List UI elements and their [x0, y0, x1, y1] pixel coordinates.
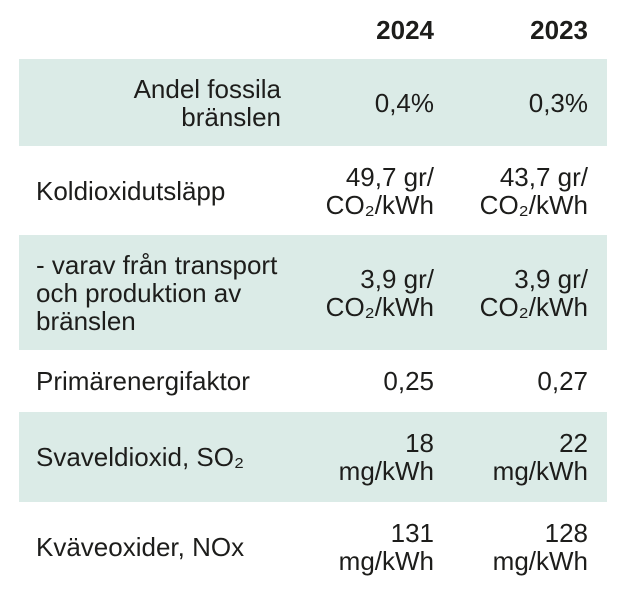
value-2024: 0,4% — [374, 87, 434, 118]
value-2023: 128 mg/kWh — [492, 517, 588, 576]
row-label: Svaveldioxid, SO₂ — [36, 442, 245, 472]
value-2024: 18 mg/kWh — [338, 428, 434, 486]
table-row-svaveldioxid: Svaveldioxid, SO₂ 18 mg/kWh 22 mg/kWh — [19, 412, 607, 502]
value-2024: 3,9 gr/ CO₂/kWh — [325, 263, 434, 322]
emissions-table: 2024 2023 Andel fossila bränslen 0,4% 0,… — [19, 0, 607, 591]
row-label: Kväveoxider, NOx — [36, 531, 245, 562]
table-row-andel-fossila: Andel fossila bränslen 0,4% 0,3% — [19, 59, 607, 146]
value-2024: 49,7 gr/ CO₂/kWh — [325, 161, 434, 220]
table-row-kvaveoxider: Kväveoxider, NOx 131 mg/kWh 128 mg/kWh — [19, 502, 607, 591]
table-row-primarenergifaktor: Primärenergifaktor 0,25 0,27 — [19, 350, 607, 412]
value-2024: 131 mg/kWh — [338, 517, 434, 576]
value-2023: 0,3% — [528, 87, 588, 118]
row-label: Andel fossila bränslen — [133, 73, 281, 132]
table-header-row: 2024 2023 — [19, 0, 607, 59]
value-2024: 0,25 — [383, 366, 434, 396]
table-row-varav-transport: - varav från transport och produktion av… — [19, 235, 607, 350]
value-2023: 0,27 — [537, 366, 588, 396]
row-label: Koldioxidutsläpp — [36, 175, 226, 206]
value-2023: 43,7 gr/ CO₂/kWh — [479, 161, 588, 220]
value-2023: 22 mg/kWh — [492, 428, 588, 486]
value-2023: 3,9 gr/ CO₂/kWh — [479, 263, 588, 322]
row-label: Primärenergifaktor — [36, 366, 250, 396]
table-row-koldioxidutslapp: Koldioxidutsläpp 49,7 gr/ CO₂/kWh 43,7 g… — [19, 146, 607, 235]
row-label: - varav från transport och produktion av… — [36, 249, 278, 336]
column-header-2024: 2024 — [376, 14, 434, 45]
column-header-2023: 2023 — [530, 14, 588, 45]
